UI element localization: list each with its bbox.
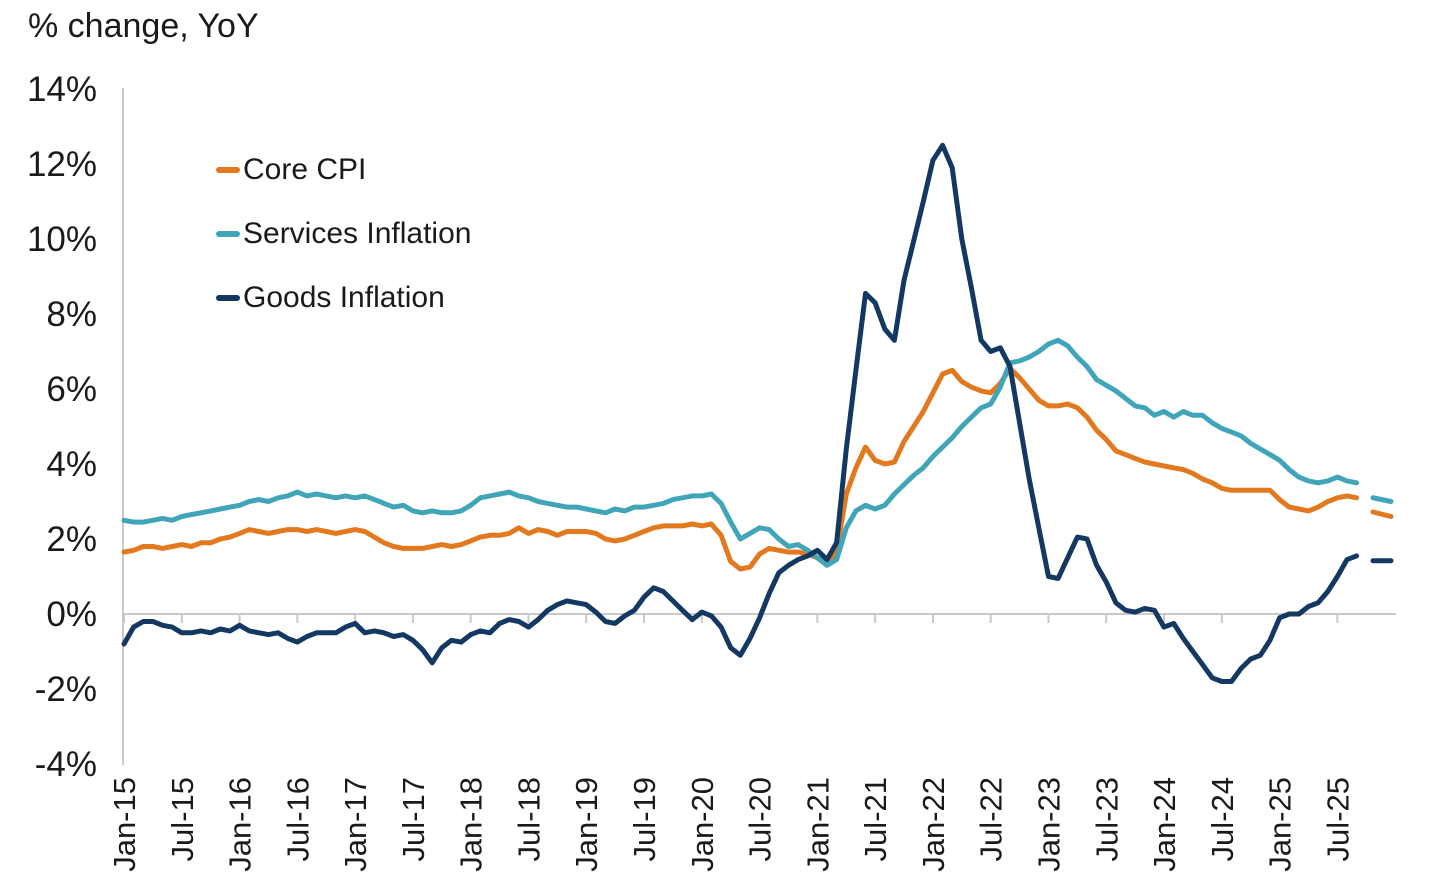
y-axis-tick-label: 2% [46, 520, 97, 559]
x-axis-tick-label: Jul-22 [974, 777, 1009, 861]
x-axis-tick-label: Jul-19 [627, 777, 662, 861]
y-axis-tick-label: 10% [27, 220, 97, 259]
goods-inflation-swatch-icon [216, 294, 240, 301]
y-axis-tick-label: 14% [27, 70, 97, 109]
legend-item-services-inflation: Services Inflation [216, 214, 471, 253]
x-axis-tick-label: Jul-21 [858, 777, 893, 861]
x-axis-tick-label: Jan-23 [1031, 777, 1066, 872]
x-axis-tick-label: Jan-17 [338, 777, 373, 872]
chart-title: % change, YoY [28, 7, 259, 45]
series-line-services-inflation [121, 337, 1360, 568]
x-axis-tick-label: Jan-22 [916, 777, 951, 872]
x-axis-tick-label: Jul-25 [1320, 777, 1355, 861]
legend-item-goods-inflation: Goods Inflation [216, 278, 471, 317]
x-axis-tick-label: Jan-16 [223, 777, 258, 872]
core-cpi-swatch-icon [216, 166, 240, 173]
x-axis-tick-label: Jan-21 [800, 777, 835, 872]
y-axis-tick-label: 6% [46, 370, 97, 409]
y-axis-tick-label: 12% [27, 145, 97, 184]
x-axis-tick-label: Jul-18 [511, 777, 546, 861]
x-axis-tick-label: Jan-19 [569, 777, 604, 872]
services-inflation-swatch-icon [216, 230, 240, 237]
x-axis-tick-label: Jan-24 [1147, 777, 1182, 872]
series-line-core-cpi [121, 365, 1360, 572]
legend-label-services-inflation: Services Inflation [243, 216, 472, 250]
y-axis-tick-label: 4% [46, 445, 97, 484]
legend-label-core-cpi: Core CPI [243, 152, 367, 186]
series-line-goods-inflation [121, 142, 1360, 684]
y-axis-tick-label: 8% [46, 295, 97, 334]
x-axis-tick-label: Jul-24 [1205, 777, 1240, 861]
x-axis-tick-label: Jan-25 [1263, 777, 1298, 872]
x-axis-tick-label: Jul-15 [165, 777, 200, 861]
x-axis-tick-label: Jul-17 [396, 777, 431, 861]
x-axis-tick-label: Jul-20 [743, 777, 778, 861]
x-axis-tick-label: Jan-18 [454, 777, 489, 872]
legend: Core CPI Services Inflation Goods Inflat… [216, 150, 471, 317]
legend-label-goods-inflation: Goods Inflation [243, 280, 445, 314]
y-axis-tick-label: -4% [35, 745, 97, 784]
forecast-dash-core-cpi [1370, 509, 1394, 519]
legend-item-core-cpi: Core CPI [216, 150, 471, 189]
x-axis-tick-label: Jan-15 [107, 777, 142, 872]
forecast-dash-services-inflation [1370, 495, 1394, 504]
y-axis-tick-label: -2% [35, 670, 97, 709]
x-axis-tick-label: Jan-20 [685, 777, 720, 872]
y-axis-tick-label: 0% [46, 595, 97, 634]
x-axis-tick-label: Jul-23 [1089, 777, 1124, 861]
x-axis-tick-label: Jul-16 [280, 777, 315, 861]
